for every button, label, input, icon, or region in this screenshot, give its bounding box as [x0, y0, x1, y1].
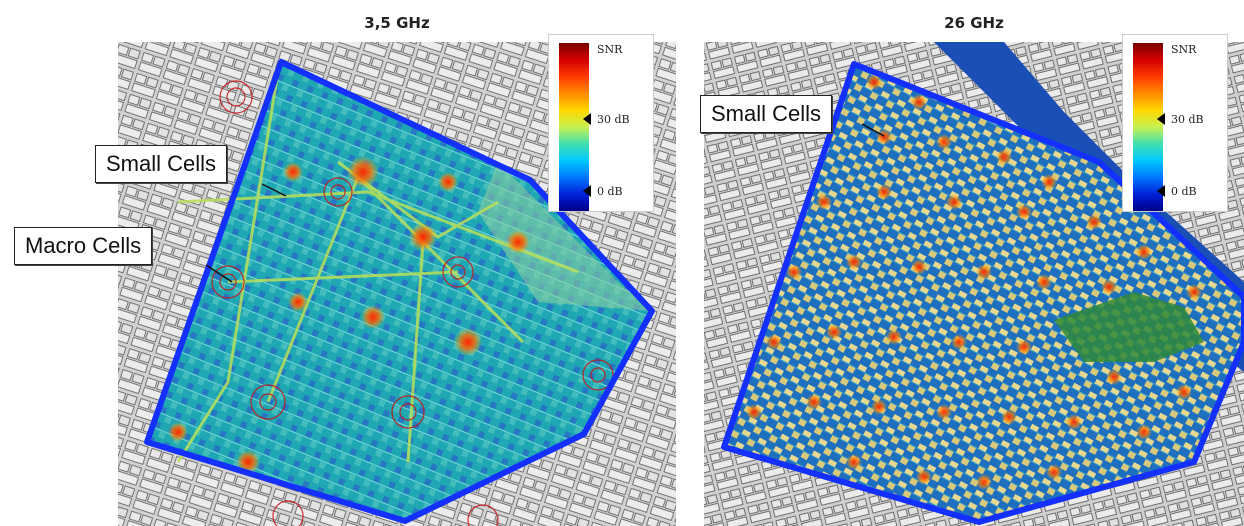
panel-3-5ghz: 3,5 GHz [118, 0, 676, 526]
area-boundary [144, 59, 655, 524]
legend-title: SNR [597, 43, 623, 56]
legend-30db: 30 dB [597, 113, 630, 126]
snr-legend: SNR 30 dB 0 dB [1122, 34, 1228, 212]
legend-0db: 0 dB [597, 185, 623, 198]
panel-title: 3,5 GHz [364, 14, 430, 32]
panel-title: 26 GHz [944, 14, 1004, 32]
panel-26ghz: 26 GHz [704, 0, 1244, 526]
marker-30db [583, 113, 591, 125]
marker-30db [1157, 113, 1165, 125]
marker-0db [1157, 185, 1165, 197]
snr-legend: SNR 30 dB 0 dB [548, 34, 654, 212]
coverage-area [147, 62, 652, 521]
snr-color-scale [559, 43, 589, 211]
callout-small-cells-right: Small Cells [700, 95, 833, 133]
legend-30db: 30 dB [1171, 113, 1204, 126]
legend-title: SNR [1171, 43, 1197, 56]
legend-0db: 0 dB [1171, 185, 1197, 198]
marker-0db [583, 185, 591, 197]
callout-small-cells-left: Small Cells [95, 145, 228, 183]
snr-color-scale [1133, 43, 1163, 211]
park [1054, 292, 1204, 362]
callout-macro-cells: Macro Cells [14, 227, 153, 265]
